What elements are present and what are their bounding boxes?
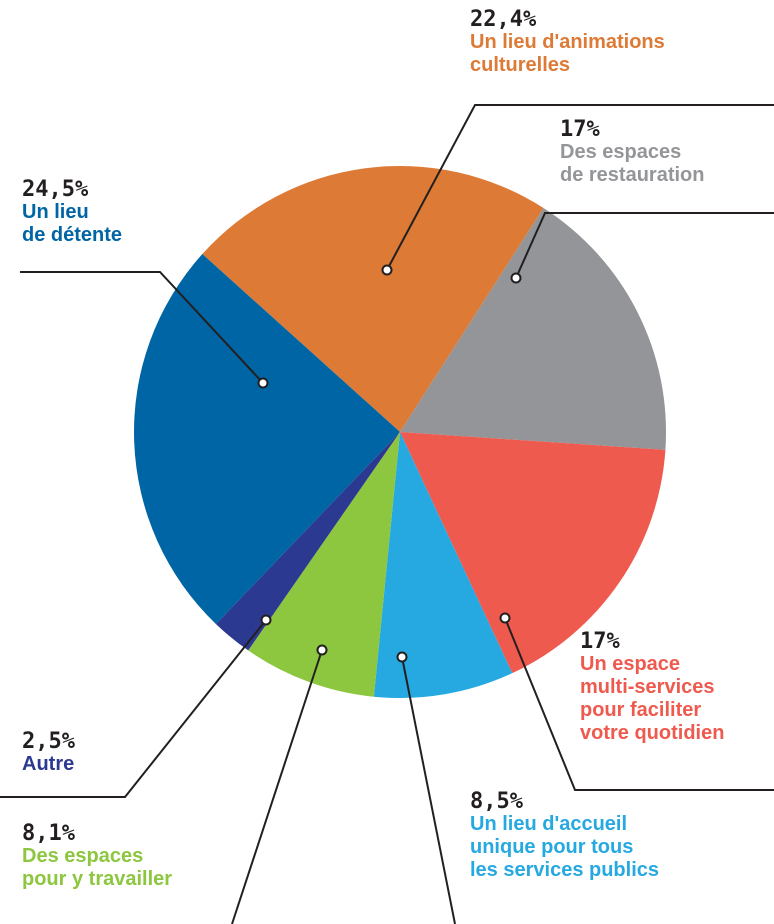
leader-line [386,104,774,271]
value-label: 22,4% [470,7,537,32]
slice-label: 8,1% Des espaces pour y travailler [22,822,172,891]
leader-line [0,619,267,798]
pie-slice [248,432,400,697]
category-label: Autre [22,753,75,775]
pie-slice [400,208,667,450]
leader-line [20,271,264,384]
pie-slice [373,432,513,698]
leader-line [515,212,774,279]
value-label: 2,5% [22,729,75,754]
slice-label: 22,4% Un lieu d'animations culturelles [470,8,665,77]
category-label: Des espaces de restauration [560,141,705,186]
leader-dot [257,377,269,389]
leader-dot [510,272,522,284]
slice-label: 8,5% Un lieu d'accueil unique pour tous l… [470,790,659,882]
category-label: Un lieu d'animations culturelles [470,31,665,76]
value-label: 8,5% [470,789,523,814]
leader-dot [316,644,328,656]
slice-label: 17% Des espaces de restauration [560,118,704,187]
pie-slice [202,166,544,433]
leader-dot [499,612,511,624]
leader-dot [396,651,408,663]
leader-line [504,617,774,791]
category-label: Un lieu de détente [22,201,123,246]
leader-dot [381,264,393,276]
value-label: 17% [580,629,620,654]
category-label: Des espaces pour y travailler [22,845,173,890]
pie-slice [215,432,400,651]
leader-line [231,649,323,924]
pie-slice [133,254,400,624]
category-label: Un espace multi-services pour faciliter … [580,653,725,744]
slice-label: 17% Un espace multi-services pour facilit… [580,630,724,745]
leader-line [401,656,456,924]
category-label: Un lieu d'accueil unique pour tous les s… [470,813,660,881]
slice-label: 24,5% Un lieu de détente [22,178,122,247]
value-label: 8,1% [22,821,75,846]
leader-dot [260,614,272,626]
value-label: 17% [560,117,600,142]
value-label: 24,5% [22,177,89,202]
slice-label: 2,5% Autre [22,730,75,776]
pie-slice [400,432,666,674]
